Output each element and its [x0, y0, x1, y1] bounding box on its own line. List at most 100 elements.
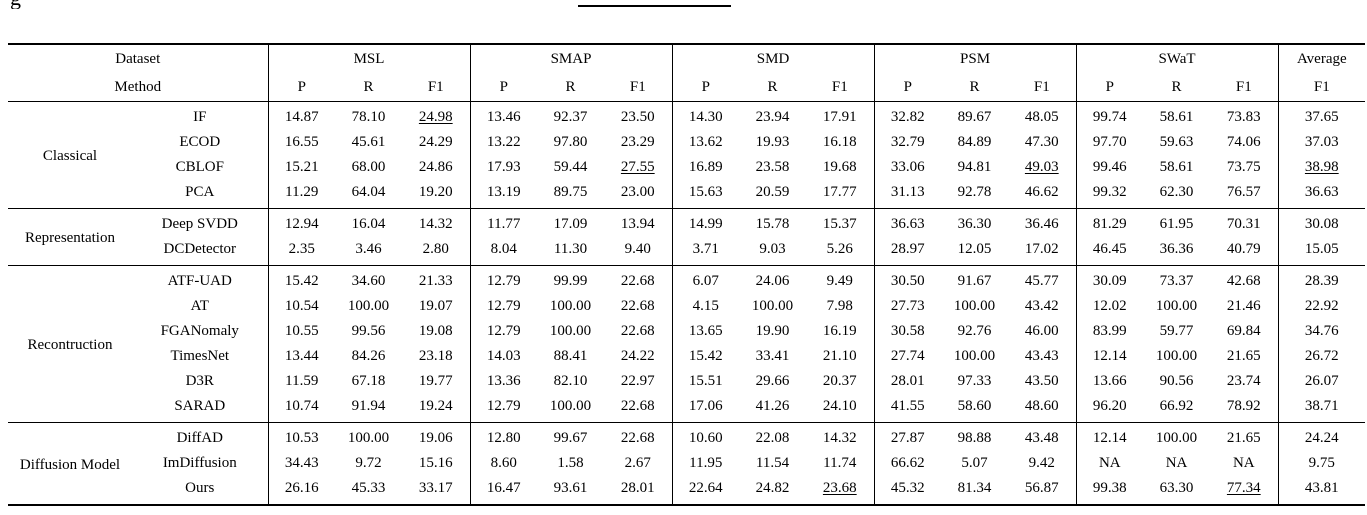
value-cell: 17.91 [822, 109, 857, 125]
value-cell: 28.39 [1277, 265, 1366, 294]
value-cell: 3.46 [355, 241, 382, 257]
value-cell: 69.84 [1226, 323, 1261, 339]
header-metric-psm-f1: F1 [1033, 79, 1050, 95]
value-cell: 17.93 [469, 155, 538, 180]
method-label: D3R [185, 373, 214, 389]
value-cell: 97.33 [957, 373, 992, 389]
value-cell: 66.92 [1159, 398, 1194, 414]
value-cell: 58.61 [1159, 109, 1194, 125]
value-cell: 26.16 [267, 476, 336, 505]
value-cell: 78.92 [1226, 398, 1261, 414]
table-row: D3R 11.59 67.18 19.77 13.36 82.10 22.97 15.51 29… [8, 369, 1366, 394]
value-cell: 22.68 [620, 398, 655, 414]
value-cell: 67.18 [351, 373, 386, 389]
header-dataset: Dataset [115, 51, 161, 67]
value-cell: 11.29 [267, 180, 336, 209]
value-cell: 30.58 [873, 319, 942, 344]
category-label: Classical [42, 148, 98, 164]
value-cell: 23.29 [620, 134, 655, 150]
value-cell: 21.46 [1226, 298, 1261, 314]
value-cell: 13.19 [469, 180, 538, 209]
value-cell: 13.94 [620, 216, 655, 232]
value-cell: 27.74 [873, 344, 942, 369]
value-cell: 19.07 [418, 298, 453, 314]
value-cell: 11.74 [823, 455, 857, 471]
value-cell: 45.32 [873, 476, 942, 505]
value-cell: 5.26 [826, 241, 853, 257]
value-cell: 77.34 [1226, 480, 1261, 496]
section-diffusion-model: Diffusion Model DiffAD 10.53 100.00 19.06 12.… [8, 422, 1366, 505]
value-cell: 21.33 [418, 273, 453, 289]
section-classical: Classical IF 14.87 78.10 24.98 13.46 92.37 23.5… [8, 101, 1366, 209]
table-row: SARAD 10.74 91.94 19.24 12.79 100.00 22.68 17.0… [8, 394, 1366, 423]
value-cell: 23.00 [620, 184, 655, 200]
value-cell: 74.06 [1226, 134, 1261, 150]
value-cell: 59.44 [553, 159, 588, 175]
value-cell: 24.06 [755, 273, 790, 289]
value-cell: 30.08 [1277, 208, 1366, 237]
value-cell: 73.37 [1159, 273, 1194, 289]
value-cell: 19.20 [418, 184, 453, 200]
value-cell: NA [1165, 455, 1188, 471]
value-cell: 45.61 [351, 134, 386, 150]
value-cell: 30.50 [873, 265, 942, 294]
value-cell: 11.54 [755, 455, 790, 471]
value-cell: 24.98 [418, 109, 453, 125]
value-cell: 21.65 [1226, 430, 1261, 446]
value-cell: 14.03 [469, 344, 538, 369]
clipped-caption-fragment: g g [6, 0, 101, 9]
clipped-caption-underline [578, 5, 731, 7]
clipped-caption-text: g g [6, 0, 101, 9]
value-cell: 49.03 [1024, 159, 1059, 175]
results-table: Dataset MSL SMAP SMD PSM SWaT Average Method P R F… [8, 43, 1366, 506]
value-cell: 100.00 [1155, 430, 1198, 446]
value-cell: 100.00 [1155, 348, 1198, 364]
value-cell: 78.10 [351, 109, 386, 125]
value-cell: 59.77 [1159, 323, 1194, 339]
value-cell: 33.17 [418, 480, 453, 496]
value-cell: 28.97 [873, 237, 942, 266]
header-row-metrics: Method P R F1 P R F1 P R F1 P R F1 P R F1 F1 [8, 73, 1366, 102]
value-cell: 73.83 [1226, 109, 1261, 125]
value-cell: 9.49 [826, 273, 853, 289]
table-row: Diffusion Model DiffAD 10.53 100.00 19.06 12.… [8, 422, 1366, 473]
value-cell: 15.21 [267, 155, 336, 180]
value-cell: 68.00 [351, 159, 386, 175]
value-cell: 9.40 [624, 241, 651, 257]
value-cell: 20.37 [822, 373, 857, 389]
table-header: Dataset MSL SMAP SMD PSM SWaT Average Method P R F… [8, 44, 1366, 102]
value-cell: 70.31 [1226, 216, 1261, 232]
value-cell: 31.13 [873, 180, 942, 209]
value-cell: 38.98 [1277, 155, 1366, 180]
value-cell: 22.68 [620, 273, 655, 289]
table-row: DCDetector 2.35 3.46 2.80 8.04 11.30 9.40 3.71 9… [8, 237, 1366, 266]
value-cell: 16.55 [267, 130, 336, 155]
value-cell: 10.74 [267, 394, 336, 423]
header-group-psm: PSM [873, 44, 1077, 73]
value-cell: 19.93 [755, 134, 790, 150]
value-cell: 9.75 [1277, 451, 1366, 476]
value-cell: 66.62 [873, 451, 942, 476]
value-cell: 37.65 [1277, 101, 1366, 130]
value-cell: 24.22 [620, 348, 655, 364]
method-label: ECOD [179, 134, 221, 150]
table-row: FGANomaly 10.55 99.56 19.08 12.79 100.00 22.68… [8, 319, 1366, 344]
value-cell: 48.60 [1024, 398, 1059, 414]
header-metric-smd-p: P [671, 73, 740, 102]
value-cell: 15.78 [755, 216, 790, 232]
header-metric-swat-p: P [1075, 73, 1144, 102]
value-cell: 13.46 [469, 101, 538, 130]
value-cell: 23.50 [620, 109, 655, 125]
table-row: Recontruction ATF-UAD 15.42 34.60 21.33 12.79… [8, 265, 1366, 353]
value-cell: 17.02 [1024, 241, 1059, 257]
value-cell: 91.94 [351, 398, 386, 414]
section-recontruction: Recontruction ATF-UAD 15.42 34.60 21.33 12.79… [8, 265, 1366, 423]
value-cell: 11.95 [671, 451, 740, 476]
header-metric-psm-p: P [873, 73, 942, 102]
value-cell: 2.80 [422, 241, 449, 257]
header-metric-swat-f1: F1 [1235, 79, 1252, 95]
value-cell: 22.92 [1277, 294, 1366, 319]
value-cell: 100.00 [953, 348, 996, 364]
value-cell: 13.36 [469, 369, 538, 394]
